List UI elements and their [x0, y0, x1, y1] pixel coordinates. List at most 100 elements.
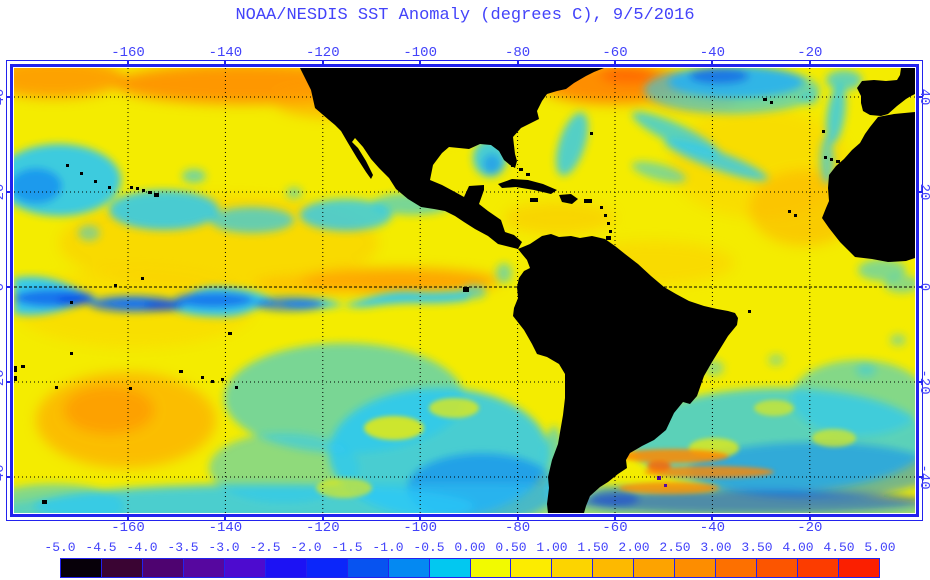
colorbar-tick-label: 3.50: [741, 540, 773, 555]
island-puerto-rico: [584, 199, 592, 203]
map-border: [10, 64, 919, 517]
colorbar: [60, 558, 880, 578]
colorbar-tick-label: -2.5: [249, 540, 281, 555]
lat-tick-mark: [6, 476, 11, 478]
lat-tick-mark: [6, 96, 11, 98]
land-south-america: [513, 234, 738, 513]
lat-tick-mark: [6, 381, 11, 383]
lon-tick-label-top: -140: [208, 45, 243, 61]
colorbar-tick-label: 1.50: [577, 540, 609, 555]
lon-tick-mark: [127, 61, 129, 65]
colorbar-cell: [306, 559, 348, 577]
colorbar-tick-label: -3.5: [167, 540, 199, 555]
island-hispaniola: [559, 194, 578, 204]
lon-tick-label-top: -100: [403, 45, 437, 61]
colorbar-cell: [429, 559, 471, 577]
lon-tick-mark: [127, 515, 129, 520]
colorbar-tick-label: 0.00: [454, 540, 486, 555]
colorbar-tick-label: -0.5: [413, 540, 445, 555]
colorbar-cell: [61, 559, 102, 577]
lon-tick-label-bottom: -160: [111, 520, 145, 536]
colorbar-cell: [757, 559, 799, 577]
colorbar-cell: [839, 559, 880, 577]
lon-tick-label-top: -60: [602, 45, 628, 61]
landmasses: [14, 68, 915, 513]
colorbar-tick-label: 0.50: [495, 540, 527, 555]
lat-tick-mark: [918, 96, 923, 98]
lat-tick-mark: [6, 191, 11, 193]
lon-tick-label-bottom: -60: [602, 520, 628, 536]
cold-eddy-specks: [657, 476, 667, 487]
lon-tick-mark: [321, 515, 324, 520]
lon-tick-mark: [711, 515, 714, 520]
lon-tick-mark: [321, 61, 324, 65]
lon-tick-mark: [419, 515, 422, 520]
lon-tick-mark: [224, 61, 227, 65]
island-cuba: [498, 179, 557, 194]
islands-hawaii: [130, 186, 159, 197]
colorbar-tick-label: 2.00: [618, 540, 650, 555]
sst-map-svg: [14, 68, 915, 513]
colorbar-tick-label: -2.0: [290, 540, 322, 555]
lon-tick-label-top: -80: [504, 45, 531, 61]
lon-tick-label-top: -160: [111, 45, 145, 61]
land-north-america: [300, 68, 604, 249]
colorbar-cell: [552, 559, 594, 577]
colorbar-cell: [511, 559, 553, 577]
lon-tick-label-bottom: -140: [208, 520, 243, 536]
colorbar-tick-label: -1.5: [331, 540, 363, 555]
lon-tick-mark: [614, 61, 616, 65]
colorbar-tick-label: 3.00: [700, 540, 732, 555]
lon-tick-mark: [614, 515, 616, 520]
colorbar-cell: [470, 559, 512, 577]
colorbar-cell: [265, 559, 307, 577]
lon-tick-mark: [419, 61, 422, 65]
lon-tick-mark: [711, 61, 714, 65]
colorbar-cell: [798, 559, 840, 577]
lon-tick-label-top: -20: [797, 45, 823, 61]
island-galapagos: [463, 287, 469, 292]
lon-tick-label-bottom: -20: [797, 520, 823, 536]
island-jamaica: [530, 198, 538, 202]
land-africa: [822, 112, 915, 262]
colorbar-cell: [388, 559, 430, 577]
warm-eddy-streaks: [316, 398, 856, 498]
colorbar-tick-label: 1.00: [536, 540, 568, 555]
colorbar-tick-label: 4.00: [782, 540, 814, 555]
lat-tick-mark: [918, 381, 923, 383]
lon-tick-label-bottom: -80: [504, 520, 531, 536]
colorbar-cell: [593, 559, 635, 577]
colorbar-tick-label: -5.0: [44, 540, 76, 555]
colorbar-cell: [634, 559, 676, 577]
lon-tick-mark: [808, 61, 811, 65]
map-outer-frame-line: [6, 60, 923, 521]
colorbar-tick-label: -4.5: [85, 540, 117, 555]
colorbar-cell: [142, 559, 184, 577]
lon-tick-label-bottom: -40: [699, 520, 725, 536]
lon-tick-mark: [516, 515, 519, 520]
lon-tick-label-bottom: -100: [403, 520, 437, 536]
colorbar-cell: [183, 559, 225, 577]
speckles-north-pacific: [66, 164, 111, 189]
island-lesser-antilles: [600, 206, 612, 240]
land-iberia-france: [857, 68, 915, 116]
colorbar-tick-label: -1.0: [372, 540, 404, 555]
lon-tick-mark: [224, 515, 227, 520]
colorbar-tick-label: -4.0: [126, 540, 158, 555]
plot-title: NOAA/NESDIS SST Anomaly (degrees C), 9/5…: [235, 6, 695, 25]
colorbar-cell: [224, 559, 266, 577]
lon-tick-label-bottom: -120: [305, 520, 340, 536]
islands-south-pacific: [14, 277, 238, 504]
colorbar-cell: [347, 559, 389, 577]
colorbar-tick-label: 5.00: [864, 540, 896, 555]
lat-tick-mark: [918, 191, 923, 193]
colorbar-cell: [716, 559, 758, 577]
colorbar-cell: [675, 559, 717, 577]
lon-tick-label-top: -120: [305, 45, 340, 61]
colorbar-tick-label: -3.0: [208, 540, 240, 555]
lat-tick-mark: [918, 476, 923, 478]
island-bahamas: [511, 164, 530, 176]
lat-tick-mark: [6, 286, 11, 288]
islands-atlantic: [590, 98, 840, 313]
